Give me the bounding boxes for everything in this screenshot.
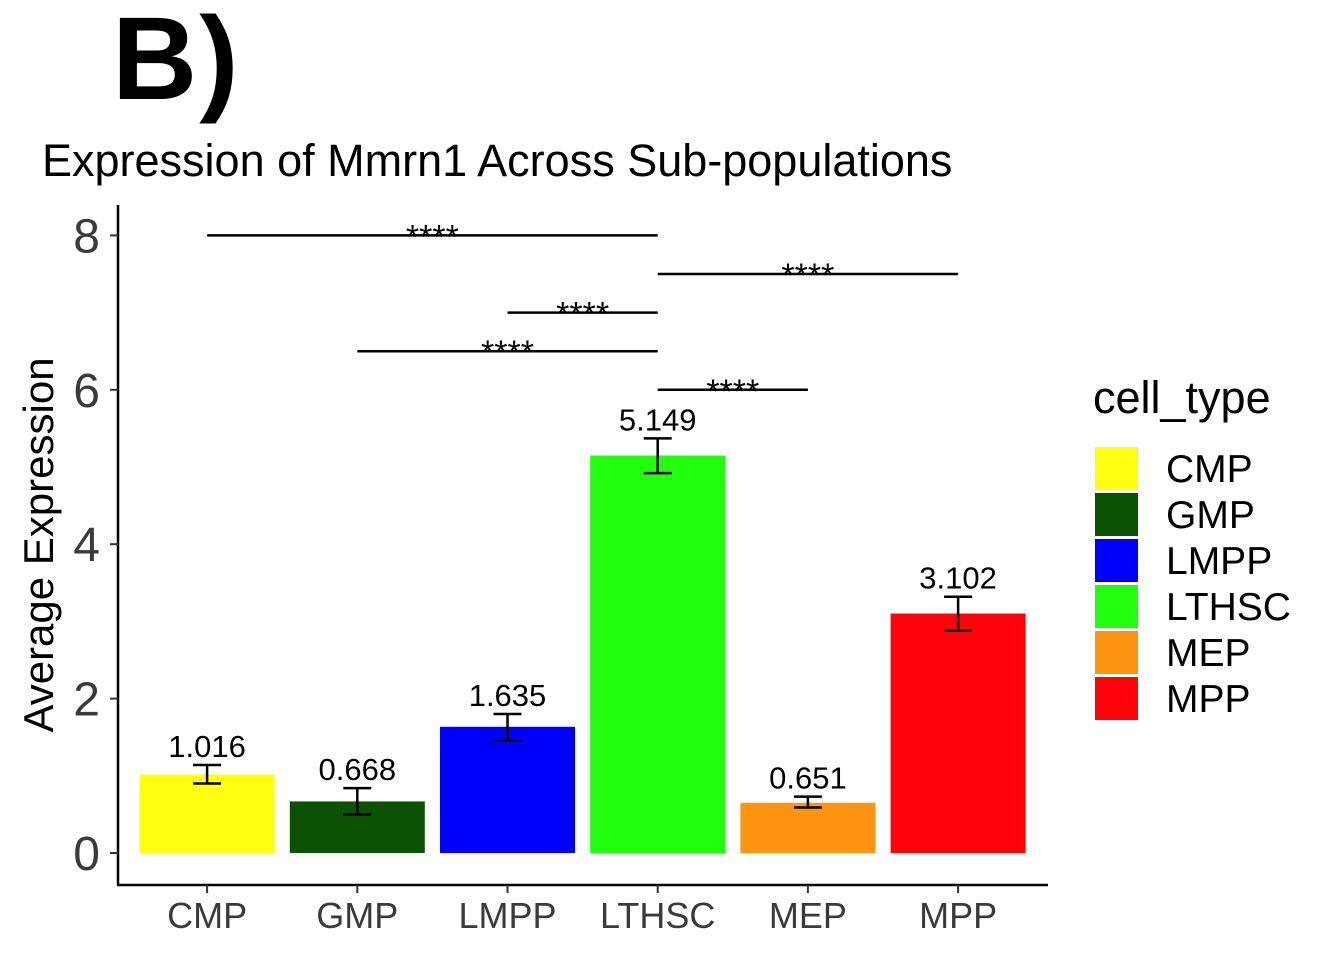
- legend-label-cmp: CMP: [1166, 448, 1253, 491]
- legend-swatch-cmp: [1095, 447, 1138, 490]
- significance-label: ****: [481, 334, 534, 372]
- value-label-lmpp: 1.635: [469, 678, 547, 713]
- legend-title: cell_type: [1093, 372, 1271, 423]
- significance-label: ****: [706, 373, 759, 411]
- legend-label-gmp: GMP: [1166, 494, 1255, 537]
- bar-lmpp: [440, 726, 575, 853]
- value-label-mpp: 3.102: [919, 561, 997, 596]
- significance-label: ****: [406, 218, 459, 256]
- y-axis-title: Average Expression: [15, 357, 62, 732]
- x-tick-label-lmpp: LMPP: [458, 895, 556, 936]
- legend-label-lmpp: LMPP: [1166, 540, 1272, 583]
- y-tick-label: 2: [73, 674, 100, 727]
- legend-swatch-lthsc: [1095, 585, 1138, 628]
- y-tick-label: 8: [73, 210, 100, 263]
- y-tick-label: 6: [73, 365, 100, 418]
- value-label-gmp: 0.668: [319, 752, 397, 787]
- bar-mpp: [890, 613, 1026, 853]
- x-tick-label-lthsc: LTHSC: [600, 895, 715, 936]
- plot-area: 0 2 4 6 8 Average Expression 1.016 CMP 0.668 GMP 1…: [15, 205, 1048, 936]
- x-tick-label-mep: MEP: [769, 895, 847, 936]
- x-tick-label-cmp: CMP: [167, 895, 247, 936]
- chart-title: Expression of Mmrn1 Across Sub-populatio…: [42, 135, 953, 186]
- value-label-cmp: 1.016: [168, 729, 246, 764]
- y-tick-label: 4: [73, 519, 100, 572]
- significance-label: ****: [556, 296, 609, 334]
- bar-mep: [740, 802, 876, 853]
- panel-label: B): [112, 0, 241, 125]
- legend-label-mpp: MPP: [1166, 678, 1251, 721]
- legend-swatch-lmpp: [1095, 539, 1138, 582]
- legend-swatch-mep: [1095, 631, 1138, 674]
- y-tick-label: 0: [73, 828, 100, 881]
- legend-swatch-gmp: [1095, 493, 1138, 536]
- bar-cmp: [139, 774, 275, 853]
- significance-label: ****: [781, 257, 834, 295]
- legend-label-mep: MEP: [1166, 632, 1251, 675]
- legend-label-lthsc: LTHSC: [1166, 586, 1291, 629]
- bar-lthsc: [590, 455, 726, 853]
- value-label-lthsc: 5.149: [619, 402, 697, 437]
- x-tick-label-mpp: MPP: [919, 895, 997, 936]
- x-tick-label-gmp: GMP: [316, 895, 398, 936]
- legend-swatch-mpp: [1095, 677, 1138, 720]
- value-label-mep: 0.651: [769, 761, 847, 796]
